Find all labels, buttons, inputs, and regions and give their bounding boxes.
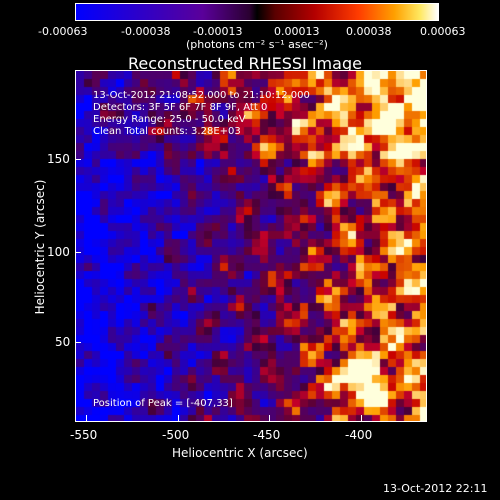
y-tick-label: 50: [55, 335, 71, 349]
x-tick-label: -400: [345, 428, 373, 442]
rhessi-image: [75, 70, 427, 422]
y-tick-mark: [75, 159, 81, 160]
peak-position-label: Position of Peak = [-407,33]: [93, 398, 233, 409]
y-axis-label: Heliocentric Y (arcsec): [33, 179, 47, 315]
colorbar-tick: 0.00038: [346, 25, 392, 38]
colorbar-tick: 0.00013: [274, 25, 320, 38]
y-tick-mark: [75, 252, 81, 253]
rhessi-image-canvas: [76, 71, 426, 421]
x-tick-mark: [178, 415, 179, 421]
x-tick-mark: [86, 415, 87, 421]
colorbar: [75, 3, 439, 21]
colorbar-tick: -0.00038: [121, 25, 171, 38]
x-tick-label: -450: [253, 428, 281, 442]
info-line-energy: Energy Range: 25.0 - 50.0 keV: [93, 114, 246, 125]
info-line-detectors: Detectors: 3F 5F 6F 7F 8F 9F, Att 0: [93, 102, 268, 113]
y-tick-label: 100: [47, 245, 70, 259]
info-line-counts: Clean Total counts: 3.28E+03: [93, 126, 241, 137]
colorbar-tick: -0.00063: [38, 25, 88, 38]
colorbar-tick: -0.00013: [193, 25, 243, 38]
colorbar-tick: 0.00063: [420, 25, 466, 38]
info-line-time: 13-Oct-2012 21:08:52.000 to 21:10:12.000: [93, 90, 310, 101]
x-tick-label: -500: [162, 428, 190, 442]
x-tick-mark: [361, 415, 362, 421]
y-tick-label: 150: [47, 152, 70, 166]
y-tick-mark: [75, 342, 81, 343]
plot-title: Reconstructed RHESSI Image: [128, 54, 362, 73]
x-tick-label: -550: [70, 428, 98, 442]
x-axis-label: Heliocentric X (arcsec): [172, 446, 308, 460]
colorbar-units: (photons cm⁻² s⁻¹ asec⁻²): [186, 38, 328, 51]
footer-timestamp: 13-Oct-2012 22:11: [383, 482, 488, 495]
x-tick-mark: [269, 415, 270, 421]
